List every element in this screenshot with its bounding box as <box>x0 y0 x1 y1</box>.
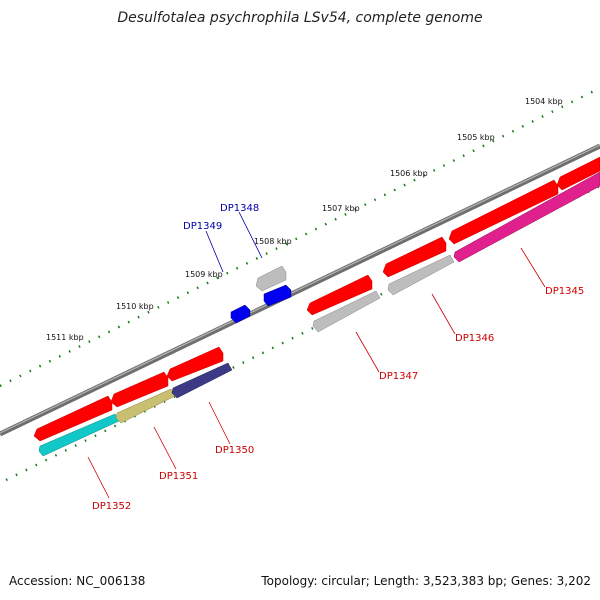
outer-tick-scale <box>0 86 600 388</box>
kbp-label-1509: 1509 kbp <box>185 270 223 279</box>
kbp-label-1506: 1506 kbp <box>390 169 428 178</box>
label-leaders <box>87 211 546 499</box>
gene-arrow-edge-forward <box>556 156 600 191</box>
backbone-line <box>0 143 600 437</box>
leader-dp1347 <box>355 331 380 373</box>
gene-track-dp1351 <box>115 388 176 424</box>
gene-track-dp1345 <box>453 171 600 263</box>
gene-arrow-gray-small <box>255 265 287 292</box>
reverse-genes <box>38 171 600 457</box>
gene-arrow-dp1346-forward <box>382 236 447 278</box>
gene-label-dp1351: DP1351 <box>159 471 198 482</box>
gene-arrow-dp1351-forward <box>110 371 169 408</box>
small-genes <box>230 265 292 324</box>
inner-minor-ticks <box>5 184 600 482</box>
leader-dp1348 <box>238 211 263 259</box>
kbp-label-1504: 1504 kbp <box>525 97 563 106</box>
genome-backbone <box>0 143 600 437</box>
gene-label-dp1345: DP1345 <box>545 286 584 297</box>
leader-dp1350 <box>208 401 231 445</box>
accession-text: Accession: NC_006138 <box>9 574 146 588</box>
gene-track-dp1347 <box>312 290 381 333</box>
gene-track-dp1346 <box>387 254 455 296</box>
gene-arrow-dp1352-forward <box>33 395 113 442</box>
gene-label-dp1349: DP1349 <box>183 221 222 232</box>
gene-arrow-dp1349 <box>230 304 251 324</box>
leader-dp1351 <box>153 426 177 470</box>
forward-genes <box>33 156 600 442</box>
kbp-label-1510: 1510 kbp <box>116 302 154 311</box>
outer-minor-ticks <box>0 86 600 388</box>
leader-dp1352 <box>87 456 110 499</box>
gene-arrow-dp1348 <box>263 284 292 307</box>
kbp-label-1505: 1505 kbp <box>457 133 495 142</box>
gene-arrow-dp1350-forward <box>166 346 224 382</box>
kbp-labels: 1504 kbp 1505 kbp 1506 kbp 1507 kbp 1508… <box>46 97 563 342</box>
gene-arrow-dp1345-forward <box>448 179 559 245</box>
gene-track-dp1352 <box>38 413 120 457</box>
kbp-label-1508: 1508 kbp <box>254 237 292 246</box>
gene-track-dp1350 <box>171 362 233 399</box>
backbone-highlight <box>0 144 600 434</box>
leader-dp1349 <box>205 230 224 273</box>
gene-label-dp1348: DP1348 <box>220 203 259 214</box>
gene-label-dp1347: DP1347 <box>379 371 418 382</box>
gene-label-dp1346: DP1346 <box>455 333 494 344</box>
genome-stats-text: Topology: circular; Length: 3,523,383 bp… <box>261 574 591 588</box>
leader-dp1345 <box>520 247 546 288</box>
gene-labels: DP1345 DP1346 DP1347 DP1348 DP1349 DP135… <box>92 203 584 512</box>
gene-label-dp1350: DP1350 <box>215 445 254 456</box>
kbp-label-1507: 1507 kbp <box>322 204 360 213</box>
kbp-label-1511: 1511 kbp <box>46 333 84 342</box>
leader-dp1346 <box>431 293 456 335</box>
map-title: Desulfotalea psychrophila LSv54, complet… <box>117 10 483 26</box>
gene-label-dp1352: DP1352 <box>92 501 131 512</box>
gene-arrow-dp1347-forward <box>306 274 373 316</box>
inner-tick-scale <box>5 184 600 482</box>
